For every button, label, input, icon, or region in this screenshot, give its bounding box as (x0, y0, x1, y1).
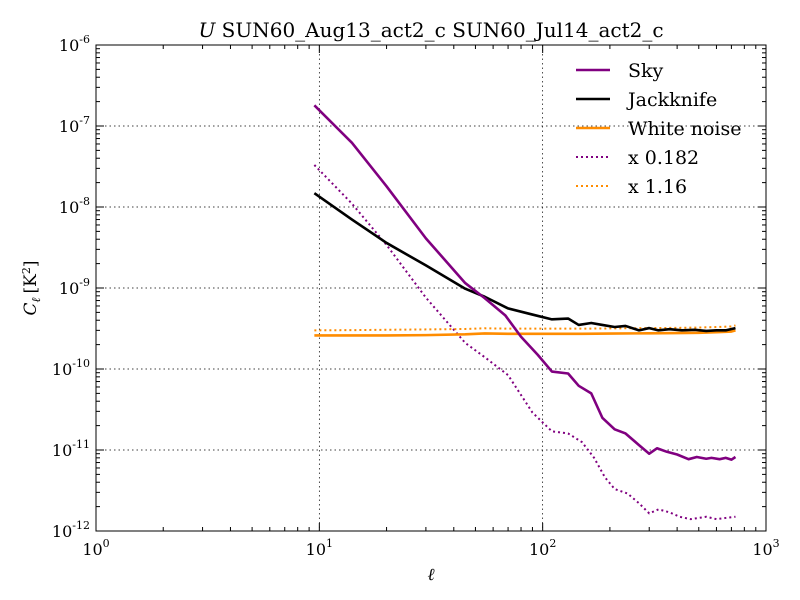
y-axis-label: Cℓ[K2] (20, 261, 43, 316)
ticks (95, 44, 767, 532)
legend: Sky Jackknife White noise x 0.182 x 1.16 (576, 60, 742, 198)
series-line-x-1-16 (314, 324, 736, 332)
y-tick-label: 10-6 (59, 33, 90, 55)
legend-label: Sky (628, 60, 664, 82)
x-tick-label: 103 (752, 537, 779, 559)
y-tick-label: 10-9 (59, 276, 90, 298)
legend-label: x 0.182 (628, 147, 699, 169)
y-tick-labels: 10-12 10-11 10-10 10-9 10-8 10-7 10-6 (52, 33, 90, 541)
y-tick-label: 10-8 (59, 195, 90, 217)
y-tick-label: 10-12 (52, 519, 90, 541)
x-tick-label: 102 (529, 537, 556, 559)
series-line-jackknife (313, 192, 736, 333)
y-tick-label: 10-7 (59, 114, 90, 136)
series-layer (313, 104, 737, 521)
chart-title: U SUN60_Aug13_act2_c SUN60_Jul14_act2_c (198, 18, 663, 42)
y-tick-label: 10-11 (52, 438, 90, 460)
x-tick-label: 100 (82, 537, 109, 559)
x-axis-label: ℓ (427, 565, 434, 585)
legend-label: White noise (628, 118, 742, 140)
series-line-white-noise (314, 329, 736, 337)
series-line-x-0-182 (313, 164, 736, 521)
x-tick-labels: 100 101 102 103 (82, 537, 779, 559)
x-tick-label: 101 (306, 537, 333, 559)
legend-label: Jackknife (626, 89, 717, 111)
y-tick-label: 10-10 (52, 357, 90, 379)
series-line-sky (313, 104, 737, 461)
legend-label: x 1.16 (628, 176, 687, 198)
